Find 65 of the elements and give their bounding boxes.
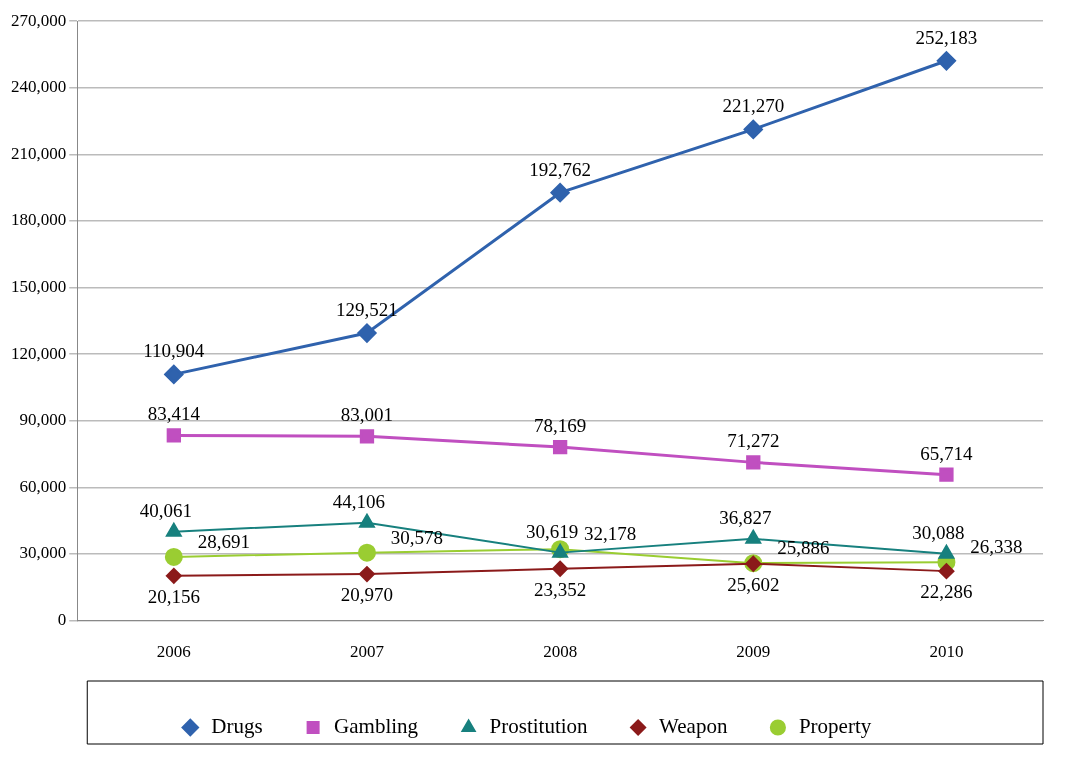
- data-label: 23,352: [534, 578, 587, 600]
- point: [936, 51, 956, 71]
- point: [165, 522, 182, 537]
- data-label: 192,762: [529, 158, 591, 180]
- point: [164, 547, 183, 566]
- y-tick-label: 240,000: [11, 77, 67, 97]
- data-label: 78,169: [534, 415, 587, 437]
- point: [939, 467, 954, 482]
- y-tick-label: 30,000: [19, 543, 67, 563]
- point: [552, 439, 568, 455]
- point: [746, 455, 761, 470]
- x-tick-label: 2009: [736, 642, 771, 662]
- legend-label: Property: [798, 714, 872, 739]
- point: [938, 544, 955, 559]
- data-label: 20,970: [340, 584, 394, 606]
- data-label: 26,338: [970, 536, 1023, 558]
- y-tick-label: 270,000: [11, 10, 67, 30]
- data-label: 32,178: [584, 523, 637, 545]
- point: [552, 560, 569, 577]
- data-label: 25,886: [777, 537, 830, 559]
- data-label: 252,183: [915, 26, 978, 48]
- point: [166, 428, 181, 443]
- point: [358, 566, 375, 583]
- data-label: 221,270: [722, 95, 785, 117]
- x-tick-label: 2007: [349, 642, 385, 662]
- point: [164, 364, 184, 384]
- point: [745, 529, 762, 544]
- data-label: 30,088: [912, 521, 965, 543]
- y-tick-label: 60,000: [19, 476, 67, 496]
- x-tick-label: 2008: [543, 642, 578, 662]
- data-label: 28,691: [197, 530, 250, 552]
- data-label: 110,904: [143, 340, 205, 362]
- point: [359, 513, 375, 528]
- data-label: 25,602: [727, 573, 780, 595]
- y-tick-label: 90,000: [19, 410, 67, 430]
- point: [357, 543, 376, 562]
- legend-label: Prostitution: [489, 714, 589, 739]
- x-tick-label: 2006: [156, 642, 191, 662]
- data-label: 83,001: [340, 404, 394, 426]
- y-tick-label: 120,000: [11, 343, 67, 363]
- x-tick-label: 2010: [929, 642, 964, 662]
- data-label: 30,578: [390, 526, 444, 548]
- data-label: 36,827: [719, 506, 772, 528]
- legend-label: Weapon: [659, 714, 728, 739]
- data-label: 71,272: [727, 430, 780, 452]
- point: [165, 567, 182, 584]
- data-label: 30,619: [526, 520, 579, 542]
- legend-label: Gambling: [334, 714, 419, 739]
- data-label: 83,414: [147, 403, 201, 425]
- data-label: 20,156: [147, 585, 200, 607]
- data-label: 44,106: [332, 490, 386, 512]
- point: [359, 429, 375, 444]
- data-label: 40,061: [139, 499, 192, 521]
- y-tick-label: 180,000: [11, 210, 67, 230]
- legend-label: Drugs: [211, 714, 263, 739]
- y-tick-label: 210,000: [11, 143, 67, 163]
- y-tick-label: 0: [57, 610, 67, 630]
- point: [357, 323, 377, 343]
- point: [938, 563, 955, 580]
- point: [743, 119, 763, 139]
- y-tick-label: 150,000: [11, 277, 67, 297]
- data-label: 65,714: [920, 442, 974, 464]
- data-label: 129,521: [336, 299, 398, 321]
- point: [550, 183, 570, 203]
- data-label: 22,286: [920, 581, 973, 603]
